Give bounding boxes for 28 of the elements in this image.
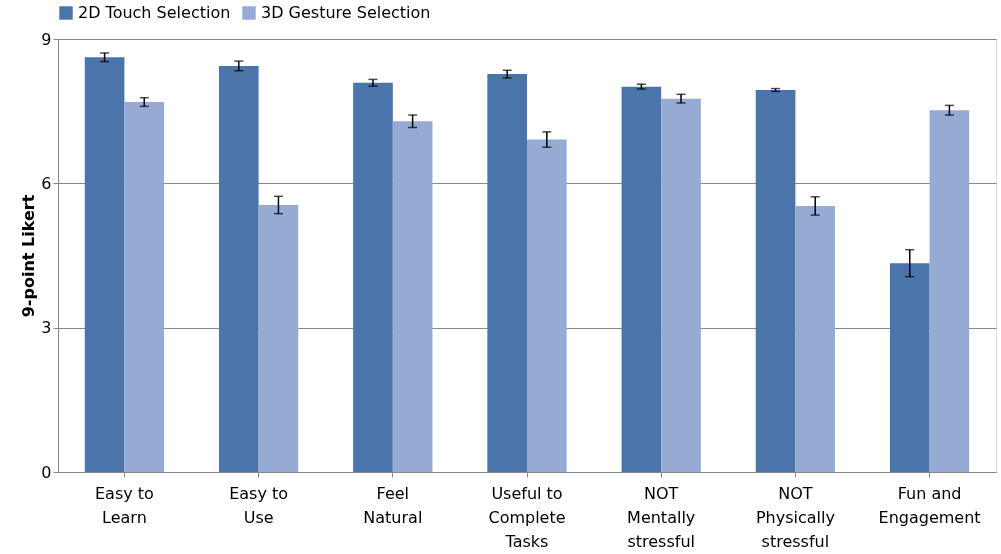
x-tick-label: Useful to Complete Tasks bbox=[488, 483, 566, 551]
y-tick-label: 0 bbox=[41, 462, 52, 482]
y-tick-label: 3 bbox=[41, 318, 52, 338]
bar bbox=[218, 65, 259, 472]
bar bbox=[84, 57, 125, 472]
x-tick-label: NOT Mentally stressful bbox=[627, 483, 696, 551]
x-tick-label: Easy to Use bbox=[229, 483, 289, 527]
bar bbox=[124, 102, 165, 472]
bar bbox=[795, 205, 836, 472]
y-tick-label: 6 bbox=[41, 173, 52, 193]
bar bbox=[889, 263, 930, 472]
x-tick-label: Fun and Engagement bbox=[878, 483, 981, 527]
bar bbox=[392, 121, 433, 472]
y-tick-label: 9 bbox=[41, 29, 52, 49]
bar bbox=[929, 110, 970, 472]
y-axis-title: 9-point Likert bbox=[19, 194, 39, 318]
bar bbox=[661, 98, 701, 472]
bar bbox=[258, 204, 299, 472]
bar bbox=[621, 86, 662, 472]
legend-label: 3D Gesture Selection bbox=[261, 3, 431, 22]
bar bbox=[755, 90, 796, 472]
bar bbox=[487, 74, 527, 472]
bar bbox=[353, 82, 393, 472]
x-tick-label: Easy to Learn bbox=[94, 483, 154, 527]
x-tick-label: NOT Physically stressful bbox=[755, 483, 835, 551]
legend-label: 2D Touch Selection bbox=[78, 3, 231, 22]
x-tick-label: Feel Natural bbox=[363, 483, 423, 527]
bar bbox=[527, 139, 567, 472]
